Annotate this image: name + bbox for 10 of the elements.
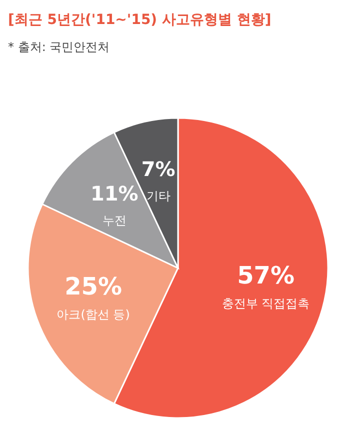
- slice-label: 아크(합선 등): [56, 307, 130, 322]
- data-label: 25%: [64, 272, 122, 300]
- chart-subtitle: * 출처: 국민안전처: [8, 40, 110, 54]
- data-label: 7%: [141, 157, 176, 182]
- slice-label: 기타: [146, 189, 170, 204]
- slice-label: 충전부 직접접촉: [222, 296, 310, 311]
- slice-label: 누전: [102, 213, 126, 228]
- chart-title: [최근 5년간('11~'15) 사고유형별 현황]: [8, 12, 272, 28]
- data-label: 57%: [237, 262, 295, 290]
- data-label: 11%: [90, 181, 138, 206]
